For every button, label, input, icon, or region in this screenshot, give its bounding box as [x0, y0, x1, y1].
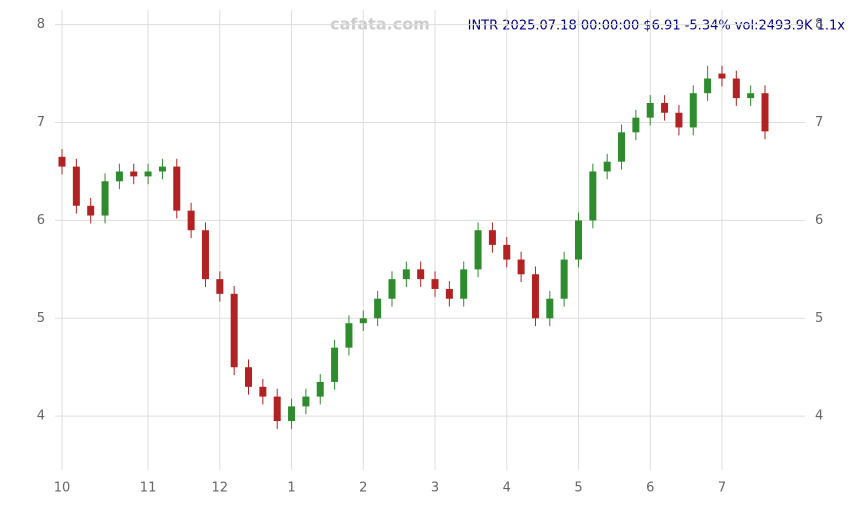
candle-body — [646, 102, 654, 118]
candle-body — [747, 93, 755, 99]
candle-body — [689, 93, 697, 128]
candle-body — [331, 347, 339, 382]
candle-body — [732, 78, 740, 99]
candle-body — [560, 259, 568, 299]
candle-body — [704, 78, 712, 94]
chart-title: INTR 2025.07.18 00:00:00 $6.91 -5.34% vo… — [468, 19, 846, 34]
candle-body — [603, 161, 611, 172]
candle-body — [130, 171, 138, 177]
candle-body — [675, 112, 683, 128]
candle-body — [87, 205, 95, 216]
candle-body — [402, 269, 410, 280]
candle-body — [632, 117, 640, 133]
candle-body — [574, 220, 582, 260]
candle-body — [173, 166, 181, 211]
candle-body — [417, 269, 425, 280]
y-tick-label-right: 8 — [815, 17, 823, 32]
candle-body — [288, 406, 296, 422]
y-tick-label-right: 7 — [815, 115, 823, 130]
candle-body — [503, 244, 511, 260]
x-tick-label: 1 — [287, 481, 295, 496]
candle-body — [359, 318, 367, 324]
candle-body — [115, 171, 123, 182]
x-tick-label: 7 — [718, 481, 726, 496]
candle-body — [374, 298, 382, 319]
x-tick-label: 6 — [646, 481, 654, 496]
candle-body — [388, 279, 396, 299]
candle-body — [718, 73, 726, 79]
x-tick-label: 11 — [140, 481, 157, 496]
watermark: cafata.com — [330, 15, 430, 34]
candle-body — [546, 298, 554, 319]
candle-body — [431, 279, 439, 289]
y-tick-label-right: 6 — [815, 213, 823, 228]
candle-body — [201, 230, 209, 280]
candle-body — [460, 269, 468, 299]
candle-body — [216, 279, 224, 294]
y-tick-label: 8 — [37, 17, 45, 32]
candle-body — [531, 274, 539, 319]
candle-body — [517, 259, 525, 275]
y-tick-label-right: 4 — [815, 409, 823, 424]
x-tick-label: 4 — [503, 481, 511, 496]
y-tick-label: 4 — [37, 409, 45, 424]
candle-body — [144, 171, 152, 177]
candle-body — [273, 396, 281, 422]
candle-body — [72, 166, 80, 206]
candle-body — [230, 293, 238, 368]
candle-body — [345, 323, 353, 348]
candle-body — [259, 386, 267, 397]
candle-body — [589, 171, 597, 221]
candle-body — [58, 156, 66, 167]
candle-body — [618, 132, 626, 162]
candle-body — [761, 93, 769, 132]
candle-body — [474, 230, 482, 270]
candle-body — [302, 396, 310, 407]
candle-body — [445, 288, 453, 299]
x-tick-label: 5 — [574, 481, 582, 496]
x-tick-label: 3 — [431, 481, 439, 496]
candle-body — [187, 210, 195, 231]
candle-body — [488, 230, 496, 245]
x-tick-label: 2 — [359, 481, 367, 496]
x-tick-label: 12 — [212, 481, 229, 496]
y-tick-label-right: 5 — [815, 311, 823, 326]
y-tick-label: 5 — [37, 311, 45, 326]
y-tick-label: 6 — [37, 213, 45, 228]
candle-body — [158, 166, 166, 172]
y-tick-label: 7 — [37, 115, 45, 130]
candle-body — [245, 367, 253, 387]
candle-body — [101, 181, 109, 216]
candle-body — [661, 102, 669, 113]
x-tick-label: 10 — [54, 481, 71, 496]
candle-body — [316, 381, 324, 397]
